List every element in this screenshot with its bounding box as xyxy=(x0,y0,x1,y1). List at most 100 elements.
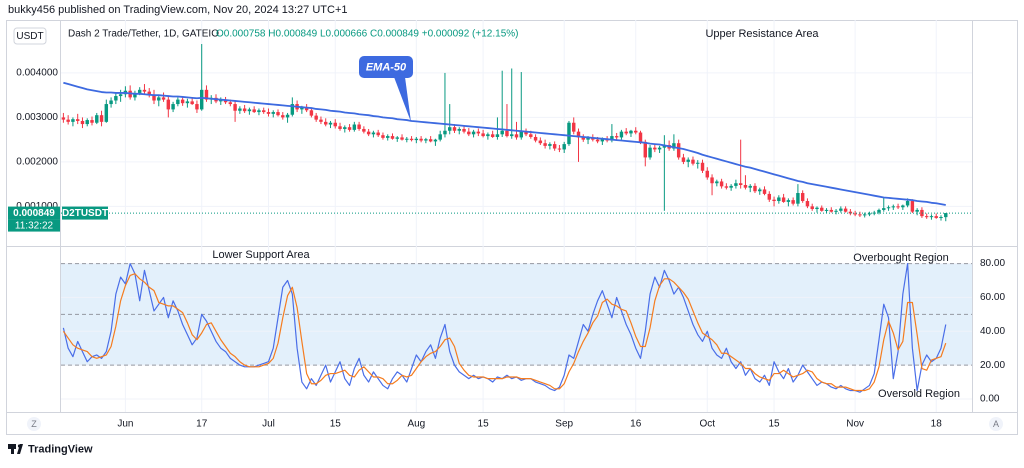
candle-body xyxy=(233,104,237,111)
scale-right-label[interactable]: A xyxy=(993,419,999,429)
candle-body xyxy=(95,115,99,123)
candle-body xyxy=(643,141,647,158)
candle-body xyxy=(242,108,247,112)
candle-body xyxy=(543,143,547,146)
x-tick-label: Jun xyxy=(117,419,133,430)
candle-body xyxy=(238,108,242,111)
candle-body xyxy=(924,216,929,218)
candle-body xyxy=(538,140,543,144)
candle-body xyxy=(552,144,557,149)
candle-body xyxy=(934,216,938,218)
candle-body xyxy=(276,112,280,116)
candle-body xyxy=(66,119,70,122)
candle-body xyxy=(75,119,80,121)
ema-callout: EMA-50 xyxy=(359,56,413,122)
candle-body xyxy=(619,131,624,138)
candle-body xyxy=(352,124,357,130)
candle-body xyxy=(261,110,266,113)
ohlc-legend: O0.000758 H0.000849 L0.000666 C0.000849 … xyxy=(216,29,518,40)
candle-body xyxy=(810,206,814,210)
auto-button[interactable] xyxy=(989,417,1003,431)
candle-body xyxy=(533,136,538,141)
brand-logo xyxy=(8,444,23,454)
candle-body xyxy=(257,110,261,113)
candle-body xyxy=(424,139,428,141)
candle-body xyxy=(300,107,304,110)
candle-body xyxy=(634,130,638,133)
candle-body xyxy=(572,122,576,132)
candle-body xyxy=(710,177,714,184)
candle-body xyxy=(495,134,500,137)
candle-body xyxy=(381,135,385,138)
frame xyxy=(6,20,1018,435)
candle-body xyxy=(290,104,295,115)
candle-body xyxy=(595,139,600,142)
candle-body xyxy=(734,183,738,186)
x-tick-label: 15 xyxy=(768,419,780,430)
candle-body xyxy=(476,131,481,134)
logo-part xyxy=(17,444,23,454)
logo-part xyxy=(11,444,14,454)
currency[interactable]: USDT xyxy=(16,31,43,42)
candle-body xyxy=(176,99,180,105)
candle-body xyxy=(567,122,571,145)
candle-body xyxy=(347,127,352,130)
candle-body xyxy=(61,117,66,120)
price-tag xyxy=(8,206,60,220)
series-line xyxy=(62,273,947,392)
candle-body xyxy=(133,92,137,98)
candle-body xyxy=(71,119,75,122)
candle-body xyxy=(185,101,190,104)
annotation: Lower Support Area xyxy=(212,249,310,261)
candle-body xyxy=(328,122,333,125)
y-tick-label: 60.00 xyxy=(980,292,1005,303)
candle-body xyxy=(777,197,781,202)
candle-body xyxy=(796,193,800,204)
candle-body xyxy=(915,209,919,212)
y-tick-label: 20.00 xyxy=(980,360,1005,371)
candle-body xyxy=(581,137,585,140)
x-tick-label: 17 xyxy=(196,419,208,430)
candle-body xyxy=(653,147,657,150)
candle-body xyxy=(853,213,857,215)
candle-body xyxy=(638,132,643,142)
candle-body xyxy=(705,170,710,178)
candle-body xyxy=(448,127,452,131)
candle-body xyxy=(901,205,905,208)
series-line xyxy=(62,262,947,393)
candle-body xyxy=(867,213,872,215)
annotation: Overbought Region xyxy=(853,252,948,264)
candle-body xyxy=(166,99,171,110)
publisher-line: bukky456 published on TradingView.com, N… xyxy=(8,4,348,16)
candle-body xyxy=(738,183,743,186)
candle-body xyxy=(228,102,233,105)
candle-body xyxy=(90,120,94,123)
x-tick-label: Nov xyxy=(846,419,864,430)
candle-body xyxy=(657,147,662,150)
y-tick-label: 0.004000 xyxy=(16,68,58,79)
candle-body xyxy=(505,130,509,137)
scale-button[interactable] xyxy=(27,417,41,431)
candle-body xyxy=(99,115,104,122)
candle-body xyxy=(281,115,285,118)
candle-body xyxy=(500,130,504,135)
candle-body xyxy=(910,201,915,212)
x-tick-label: 18 xyxy=(931,419,943,430)
candle-body xyxy=(171,104,175,110)
candle-body xyxy=(486,134,490,137)
candle-body xyxy=(781,197,786,202)
currency-box[interactable] xyxy=(13,27,47,45)
candle-body xyxy=(514,134,519,138)
candle-body xyxy=(624,131,628,134)
scale-left-label[interactable]: Z xyxy=(31,419,37,429)
brand: TradingView xyxy=(28,443,93,455)
series-line xyxy=(63,81,946,206)
candle-body xyxy=(180,99,185,104)
candle-body xyxy=(266,112,271,114)
x-tick-label: Jul xyxy=(262,419,275,430)
candle-body xyxy=(629,130,633,134)
candle-body xyxy=(85,120,89,125)
candle-body xyxy=(304,107,309,111)
candle-body xyxy=(395,137,399,139)
candle-body xyxy=(748,185,752,188)
